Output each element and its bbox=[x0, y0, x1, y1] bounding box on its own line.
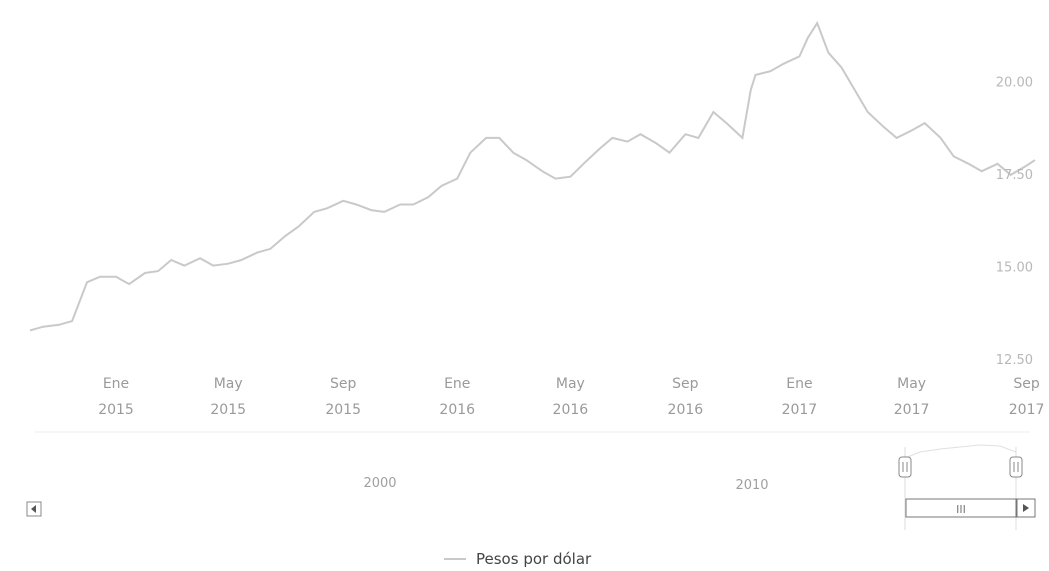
scrollbar-thumb[interactable]: III bbox=[905, 498, 1017, 518]
x-tick-month-label: Sep bbox=[672, 376, 699, 392]
x-tick-month-label: Ene bbox=[786, 376, 812, 392]
navigator-label: 2010 bbox=[735, 478, 768, 493]
legend-label: Pesos por dólar bbox=[476, 550, 592, 568]
y-axis: 12.50 15.00 17.50 20.00 bbox=[996, 75, 1033, 368]
y-tick-label: 17.50 bbox=[996, 168, 1033, 183]
navigator-handle-right[interactable] bbox=[1009, 456, 1023, 478]
x-tick-year-label: 2015 bbox=[210, 402, 246, 418]
x-tick-month-label: Sep bbox=[1013, 376, 1040, 392]
navigator-series-line bbox=[904, 444, 1017, 459]
x-tick-year-label: 2017 bbox=[782, 402, 818, 418]
x-tick-month-label: May bbox=[214, 376, 243, 392]
right-arrow-icon bbox=[1023, 504, 1029, 512]
x-tick-month-label: May bbox=[897, 376, 926, 392]
x-tick-year-label: 2015 bbox=[325, 402, 361, 418]
y-tick-label: 12.50 bbox=[996, 353, 1033, 368]
x-tick-year-label: 2017 bbox=[1009, 402, 1045, 418]
legend-line-swatch bbox=[444, 558, 466, 560]
y-tick-label: 15.00 bbox=[996, 260, 1033, 275]
navigator-label: 2000 bbox=[363, 476, 396, 491]
legend[interactable]: Pesos por dólar bbox=[444, 550, 591, 568]
x-tick-year-label: 2016 bbox=[553, 402, 589, 418]
plot-area bbox=[29, 20, 1036, 332]
x-tick-year-label: 2016 bbox=[439, 402, 475, 418]
scrollbar-grip-icon: III bbox=[956, 503, 966, 516]
navigator-handle-left[interactable] bbox=[898, 456, 912, 478]
x-tick-month-label: May bbox=[556, 376, 585, 392]
x-tick-year-label: 2015 bbox=[98, 402, 134, 418]
y-tick-label: 20.00 bbox=[996, 75, 1033, 90]
navigator[interactable]: 2000 2010 III bbox=[26, 431, 1036, 530]
x-axis: Ene 2015 May 2015 Sep 2015 Ene 2016 May 2016 Sep 20… bbox=[98, 376, 1044, 418]
x-tick-month-label: Ene bbox=[444, 376, 470, 392]
left-arrow-icon bbox=[31, 505, 36, 513]
scrollbar-left-arrow-button[interactable] bbox=[26, 501, 42, 517]
x-tick-year-label: 2016 bbox=[668, 402, 704, 418]
x-tick-month-label: Sep bbox=[330, 376, 357, 392]
x-tick-month-label: Ene bbox=[103, 376, 129, 392]
x-tick-year-label: 2017 bbox=[894, 402, 930, 418]
scrollbar-right-arrow-button[interactable] bbox=[1016, 498, 1036, 518]
series-line bbox=[29, 20, 1036, 332]
